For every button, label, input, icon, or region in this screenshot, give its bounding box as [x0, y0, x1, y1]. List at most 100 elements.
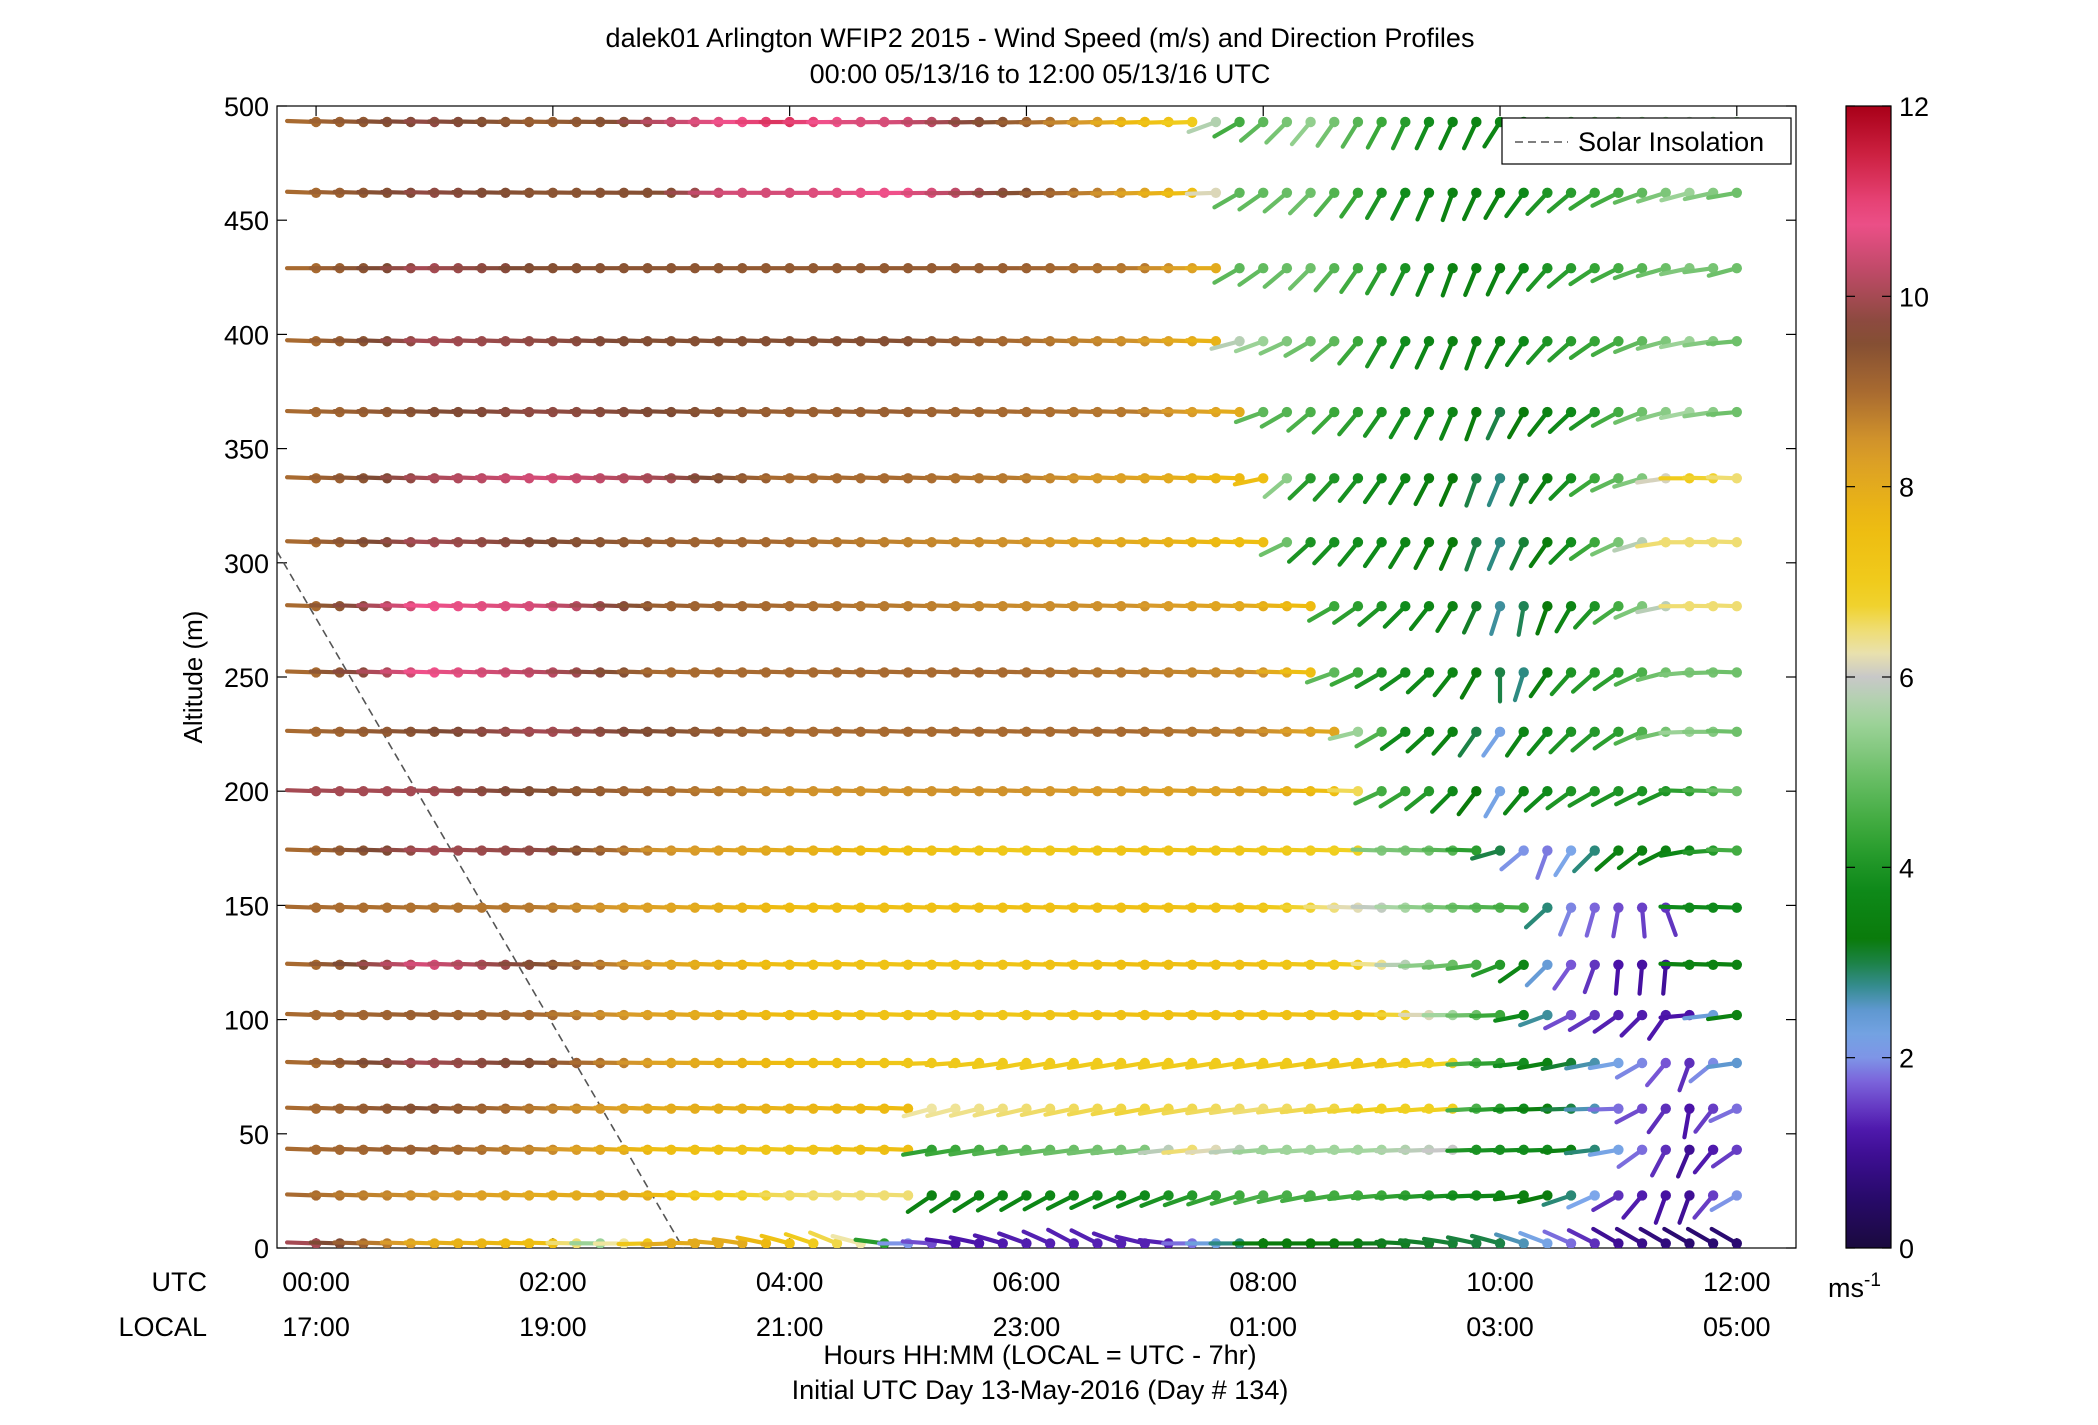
wind-barb-dot [1613, 262, 1624, 274]
wind-barb-dot [808, 1238, 819, 1248]
wind-barb-dot [1423, 667, 1435, 678]
wind-barb-dot [1305, 537, 1316, 548]
wind-barb-dot [1731, 959, 1743, 970]
wind-barb-dot [1707, 1238, 1719, 1248]
wind-barb-dot [1684, 1057, 1695, 1069]
wind-barb-dot [1352, 667, 1364, 678]
wind-barb-dot [1518, 1009, 1529, 1021]
wind-barb-dot [1447, 726, 1458, 738]
wind-barb-dot [1565, 667, 1577, 678]
wind-barb-dot [1565, 1009, 1577, 1021]
wind-barb-dot [950, 1103, 961, 1114]
wind-barb-dot [1542, 537, 1553, 548]
wind-barb-dot [1471, 187, 1482, 198]
wind-barb-dot [1613, 1057, 1624, 1069]
utc-row-label: UTC [152, 1267, 208, 1297]
wind-barb-dot [1542, 845, 1553, 856]
wind-barb-dot [1400, 336, 1411, 347]
wind-barb-dot [1731, 336, 1743, 347]
wind-barb-dot [1352, 406, 1364, 418]
wind-barb-dot [1731, 845, 1743, 856]
wind-barb-dot [1589, 1190, 1600, 1201]
x-tick-label-local: 21:00 [756, 1312, 824, 1342]
wind-barb-dot [1352, 473, 1364, 484]
y-tick-label-300: 300 [224, 549, 269, 579]
x-tick-label-utc: 00:00 [282, 1267, 350, 1297]
wind-barb-dot [1589, 187, 1600, 198]
y-tick-label-400: 400 [224, 320, 269, 350]
wind-barb-dot [1589, 786, 1600, 797]
wind-barb-dot [1542, 902, 1553, 913]
wind-barb-dot [1613, 902, 1624, 913]
wind-barb-dot [1542, 406, 1553, 418]
wind-barb-dot [1613, 786, 1624, 797]
wind-barb-dot [1660, 1057, 1671, 1069]
x-tick-label-utc: 12:00 [1703, 1267, 1771, 1297]
wind-barb-dot [1281, 116, 1293, 128]
wind-barb-dot [1044, 1190, 1056, 1201]
wind-barb-dot [1329, 473, 1340, 484]
wind-barb-dot [1400, 406, 1411, 418]
wind-barb-dot [1021, 1190, 1032, 1201]
colorbar-unit-base: ms [1828, 1273, 1864, 1303]
y-tick-label-100: 100 [224, 1006, 269, 1036]
wind-barb-dot [1305, 262, 1316, 274]
wind-barb-dot [1589, 667, 1600, 678]
wind-barb-dot [1234, 262, 1245, 274]
wind-barb-dot [1589, 1009, 1600, 1021]
colorbar-tick-label-6: 6 [1899, 663, 1914, 693]
wind-barb-dot [1565, 845, 1577, 856]
y-tick-label-250: 250 [224, 663, 269, 693]
wind-barb-dot [760, 1238, 772, 1248]
local-row-label: LOCAL [118, 1312, 207, 1342]
wind-barb-dot [1258, 336, 1269, 347]
wind-barb-dot [1565, 786, 1577, 797]
wind-barb-dot [1542, 600, 1553, 612]
wind-barb-dot [1731, 726, 1743, 738]
wind-barb-dot [1352, 336, 1364, 347]
wind-barb-dot [1589, 1238, 1600, 1248]
wind-barb-dot [1613, 406, 1624, 418]
wind-barb-dot [1731, 1009, 1743, 1021]
wind-barb-dot [1471, 406, 1482, 418]
wind-barb-dot [1494, 473, 1506, 484]
wind-barb-dot [1305, 473, 1316, 484]
x-tick-label-local: 05:00 [1703, 1312, 1771, 1342]
wind-barb-dot [1234, 187, 1245, 198]
colorbar-unit-exponent: -1 [1864, 1270, 1881, 1291]
wind-barb-dot [784, 1238, 795, 1248]
wind-barb-dot [1565, 1238, 1577, 1248]
wind-barb-dot [1731, 406, 1743, 418]
wind-barb-dot [1542, 1009, 1553, 1021]
wind-barb-dot [1423, 406, 1435, 418]
wind-barb-dot [1636, 667, 1648, 678]
wind-barb-dot [1518, 667, 1529, 678]
solar-insolation-line [277, 550, 684, 1248]
wind-barb-dot [1400, 473, 1411, 484]
wind-barb-dot [1234, 116, 1245, 128]
wind-barb-dot [1731, 473, 1743, 484]
wind-barb-dot [1494, 600, 1506, 612]
wind-barb-dot [1423, 726, 1435, 738]
x-tick-label-utc: 10:00 [1466, 1267, 1534, 1297]
wind-barb-dot [1115, 1238, 1127, 1248]
wind-barb-dot [1542, 336, 1553, 347]
wind-barb-dot [1684, 1103, 1695, 1114]
y-tick-label-500: 500 [224, 92, 269, 122]
wind-barb-dot [1589, 845, 1600, 856]
wind-barb-dot [1731, 786, 1743, 797]
legend-box [1501, 117, 1792, 165]
wind-barb-dot [1707, 1144, 1719, 1155]
wind-barb-dot [1731, 537, 1743, 548]
wind-barb-dot [1684, 1238, 1695, 1248]
wind-barb-dot [1305, 406, 1316, 418]
wind-barb-dot [1234, 1190, 1245, 1201]
wind-barb-dot [1281, 187, 1293, 198]
wind-barb-dot [1565, 262, 1577, 274]
wind-barb-dot [1471, 959, 1482, 970]
solar-insolation-layer [277, 550, 684, 1248]
wind-barb-dot [1542, 667, 1553, 678]
wind-barb-dot [1542, 187, 1553, 198]
wind-barb-dot [1613, 667, 1624, 678]
wind-barb-dot [1494, 187, 1506, 198]
